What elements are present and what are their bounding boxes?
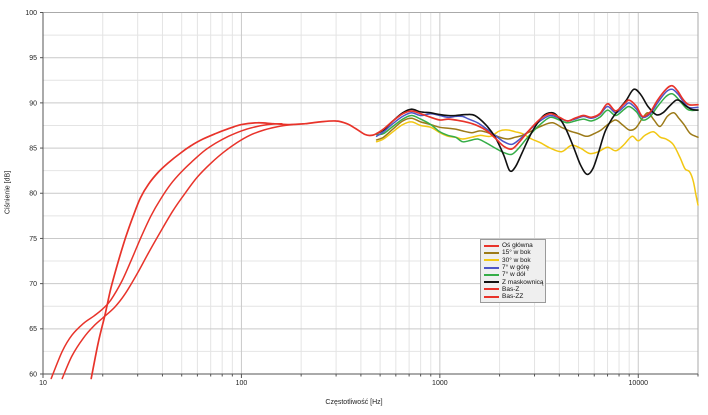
legend-swatch (484, 266, 499, 269)
legend-item-label: Bas-ZZ (502, 293, 524, 301)
legend-item-label: 30° w bok (502, 256, 531, 264)
legend-item: 7° w dół (484, 271, 542, 278)
x-axis-label: Częstotliwość [Hz] (325, 399, 383, 406)
legend-swatch (484, 259, 499, 262)
y-tick-label: 85 (29, 145, 37, 152)
series-curve-8 (61, 123, 293, 380)
legend-item: Z maskownicą (484, 278, 544, 286)
legend-swatch (484, 295, 499, 298)
legend-item-label: Bas-Z (502, 285, 520, 293)
legend-swatch (484, 244, 499, 247)
x-tick-label: 1000 (432, 380, 448, 387)
x-tick-label: 100 (236, 380, 248, 387)
legend-item-label: Z maskownicą (502, 278, 544, 286)
y-axis-label: Ciśnienie [dB] (4, 170, 12, 215)
x-tick-label: 10000 (629, 380, 649, 387)
y-tick-label: 90 (29, 100, 37, 107)
series-curve-5 (375, 92, 699, 156)
legend-item: Oś główna (484, 242, 542, 249)
y-tick-label: 60 (29, 371, 37, 378)
legend-item: Bas-ZZ (484, 293, 542, 300)
y-tick-label: 80 (29, 191, 37, 198)
series-curve-2 (375, 112, 699, 141)
legend-swatch (484, 288, 499, 291)
legend-item-label: 7° w górę (502, 264, 530, 272)
y-tick-label: 75 (29, 236, 37, 243)
legend-swatch (484, 251, 499, 254)
series-curve-7 (50, 122, 283, 380)
y-tick-label: 95 (29, 55, 37, 62)
legend: Oś główna 15° w bok 30° w bok 7° w górę 7° w… (480, 239, 546, 304)
legend-swatch (484, 273, 499, 276)
series-curve-3 (375, 121, 699, 206)
y-tick-label: 100 (25, 10, 37, 17)
y-tick-label: 65 (29, 326, 37, 333)
legend-item-label: 15° w bok (502, 249, 531, 257)
legend-item: 30° w bok (484, 257, 542, 264)
legend-item: 7° w górę (484, 264, 542, 271)
legend-swatch (484, 281, 499, 284)
legend-item: Bas-Z (484, 286, 542, 293)
legend-item-label: Oś główna (502, 242, 533, 250)
legend-item: 15° w bok (484, 249, 542, 256)
x-tick-label: 10 (39, 380, 47, 387)
series-curve-1 (90, 84, 699, 380)
y-tick-label: 70 (29, 281, 37, 288)
series-curve-6 (375, 88, 699, 176)
legend-item-label: 7° w dół (502, 271, 526, 279)
